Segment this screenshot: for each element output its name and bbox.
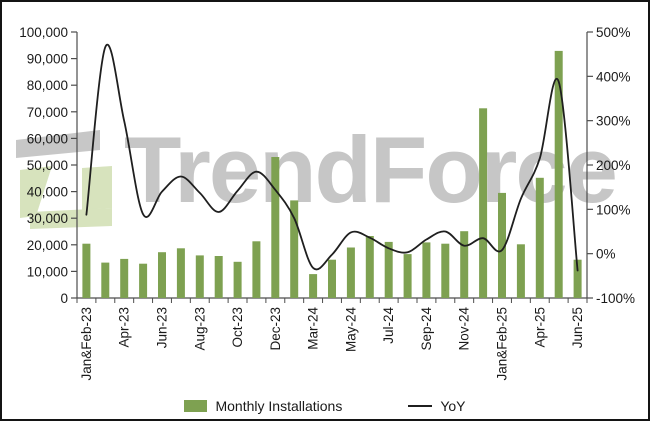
x-tick-label: Jul-24 [381, 307, 396, 344]
bar-monthly-installations [441, 243, 450, 298]
y-left-tick-label: 100,000 [19, 25, 68, 40]
y-right-tick-label: -100% [596, 291, 635, 306]
bar-monthly-installations [214, 256, 223, 298]
y-left-tick-label: 0 [60, 291, 68, 306]
y-left-tick-label: 90,000 [27, 52, 68, 67]
bar-monthly-installations [139, 263, 148, 298]
x-tick-label: Jan&Feb-25 [495, 307, 510, 381]
yoy-line [85, 43, 579, 272]
x-tick-label: Apr-25 [532, 307, 547, 348]
bar-monthly-installations [120, 258, 129, 298]
bar-monthly-installations [535, 177, 544, 298]
x-tick-label: Apr-23 [117, 307, 132, 348]
bar-monthly-installations [460, 231, 469, 298]
bar-monthly-installations [271, 157, 280, 298]
legend-line-swatch [408, 405, 433, 407]
y-left-tick-label: 40,000 [27, 185, 68, 200]
y-right-tick-label: 200% [596, 158, 631, 173]
bar-monthly-installations [195, 255, 204, 298]
x-tick-label: May-24 [343, 307, 358, 353]
legend: Monthly Installations YoY [2, 398, 648, 414]
bar-monthly-installations [176, 248, 185, 298]
bar-monthly-installations [233, 261, 242, 298]
bar-monthly-installations [479, 108, 488, 298]
bar-monthly-installations [516, 244, 525, 298]
bar-monthly-installations [403, 254, 412, 298]
x-tick-label: Jun-23 [155, 307, 170, 348]
bar-monthly-installations [290, 200, 299, 298]
bar-monthly-installations [365, 236, 374, 298]
bar-monthly-installations [309, 274, 318, 298]
bar-monthly-installations [384, 241, 393, 298]
y-left-tick-label: 60,000 [27, 131, 68, 146]
bar-monthly-installations [82, 243, 91, 298]
y-left-tick-label: 80,000 [27, 78, 68, 93]
bar-monthly-installations [554, 50, 563, 299]
y-right-tick-label: 300% [596, 114, 631, 129]
y-left-tick-label: 30,000 [27, 211, 68, 226]
x-tick-label: Nov-24 [457, 307, 472, 351]
legend-item-yoy: YoY [408, 398, 466, 414]
y-left-tick-label: 70,000 [27, 105, 68, 120]
bar-monthly-installations [158, 252, 166, 298]
bar-monthly-installations [101, 262, 110, 298]
bar-monthly-installations [346, 247, 355, 298]
bar-monthly-installations [252, 241, 261, 298]
y-right-tick-label: 500% [596, 25, 631, 40]
x-tick-label: Jan&Feb-23 [79, 307, 94, 381]
bar-monthly-installations [498, 192, 506, 298]
legend-label-monthly-installations: Monthly Installations [215, 398, 343, 414]
x-tick-label: Aug-23 [192, 307, 207, 351]
y-right-tick-label: 0% [596, 247, 616, 262]
y-left-tick-label: 10,000 [27, 264, 68, 279]
x-tick-label: Jun-25 [570, 307, 585, 348]
y-left-tick-label: 50,000 [27, 158, 68, 173]
legend-bar-swatch [184, 400, 208, 412]
y-right-tick-label: 100% [596, 202, 631, 217]
x-tick-label: Sep-24 [419, 307, 434, 351]
x-tick-label: Mar-24 [306, 307, 321, 350]
legend-item-monthly-installations: Monthly Installations [184, 398, 342, 414]
x-tick-label: Oct-23 [230, 307, 245, 348]
bar-monthly-installations [422, 242, 431, 298]
legend-label-yoy: YoY [440, 398, 466, 414]
bar-monthly-installations [328, 259, 336, 298]
y-left-tick-label: 20,000 [27, 238, 68, 253]
x-tick-label: Dec-23 [268, 307, 283, 351]
y-right-tick-label: 400% [596, 69, 631, 84]
bar-monthly-installations [573, 259, 582, 298]
